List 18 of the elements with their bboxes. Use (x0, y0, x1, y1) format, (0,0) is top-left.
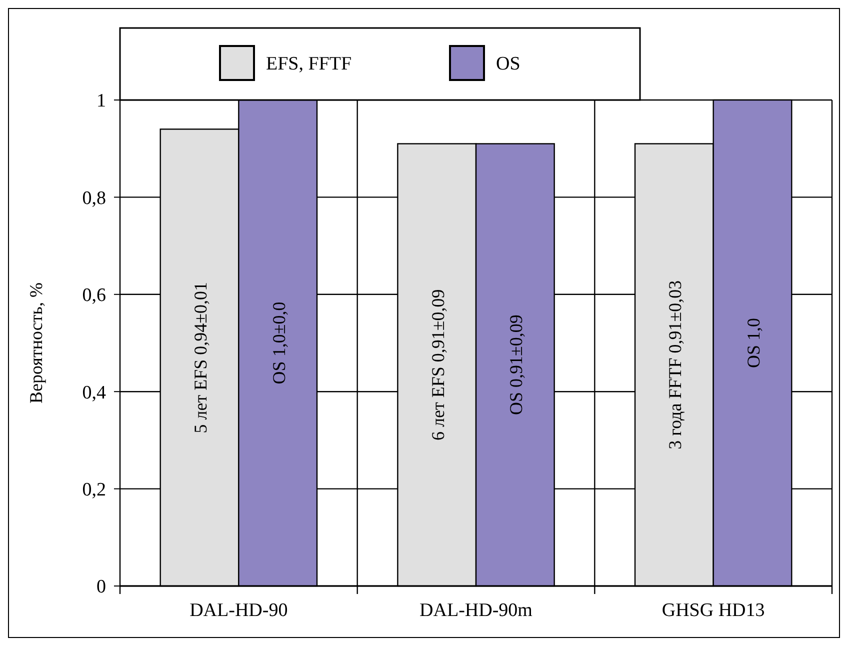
y-tick-label: 1 (96, 90, 106, 112)
data-label: OS 1,0 (743, 318, 764, 368)
y-tick-label: 0,6 (82, 285, 106, 306)
data-label: 3 года FFTF 0,91±0,03 (665, 280, 686, 450)
data-label: 6 лет EFS 0,91±0,09 (428, 289, 448, 440)
x-tick-label: DAL-HD-90 (190, 600, 288, 621)
y-tick-label: 0,8 (82, 188, 106, 209)
y-tick-label: 0,2 (82, 479, 106, 500)
legend-label: EFS, FFTF (266, 54, 352, 75)
y-tick-label: 0,4 (82, 382, 106, 404)
data-label: 5 лет EFS 0,94±0,01 (190, 282, 211, 434)
y-tick-label: 0 (96, 576, 106, 598)
y-axis-title: Вероятность, % (26, 282, 46, 404)
x-tick-label: GHSG HD13 (662, 600, 765, 621)
data-label: OS 0,91±0,09 (506, 314, 526, 416)
data-label: OS 1,0±0,0 (268, 302, 289, 384)
x-tick-label: DAL-HD-90m (420, 600, 533, 621)
legend-label: OS (496, 54, 520, 75)
